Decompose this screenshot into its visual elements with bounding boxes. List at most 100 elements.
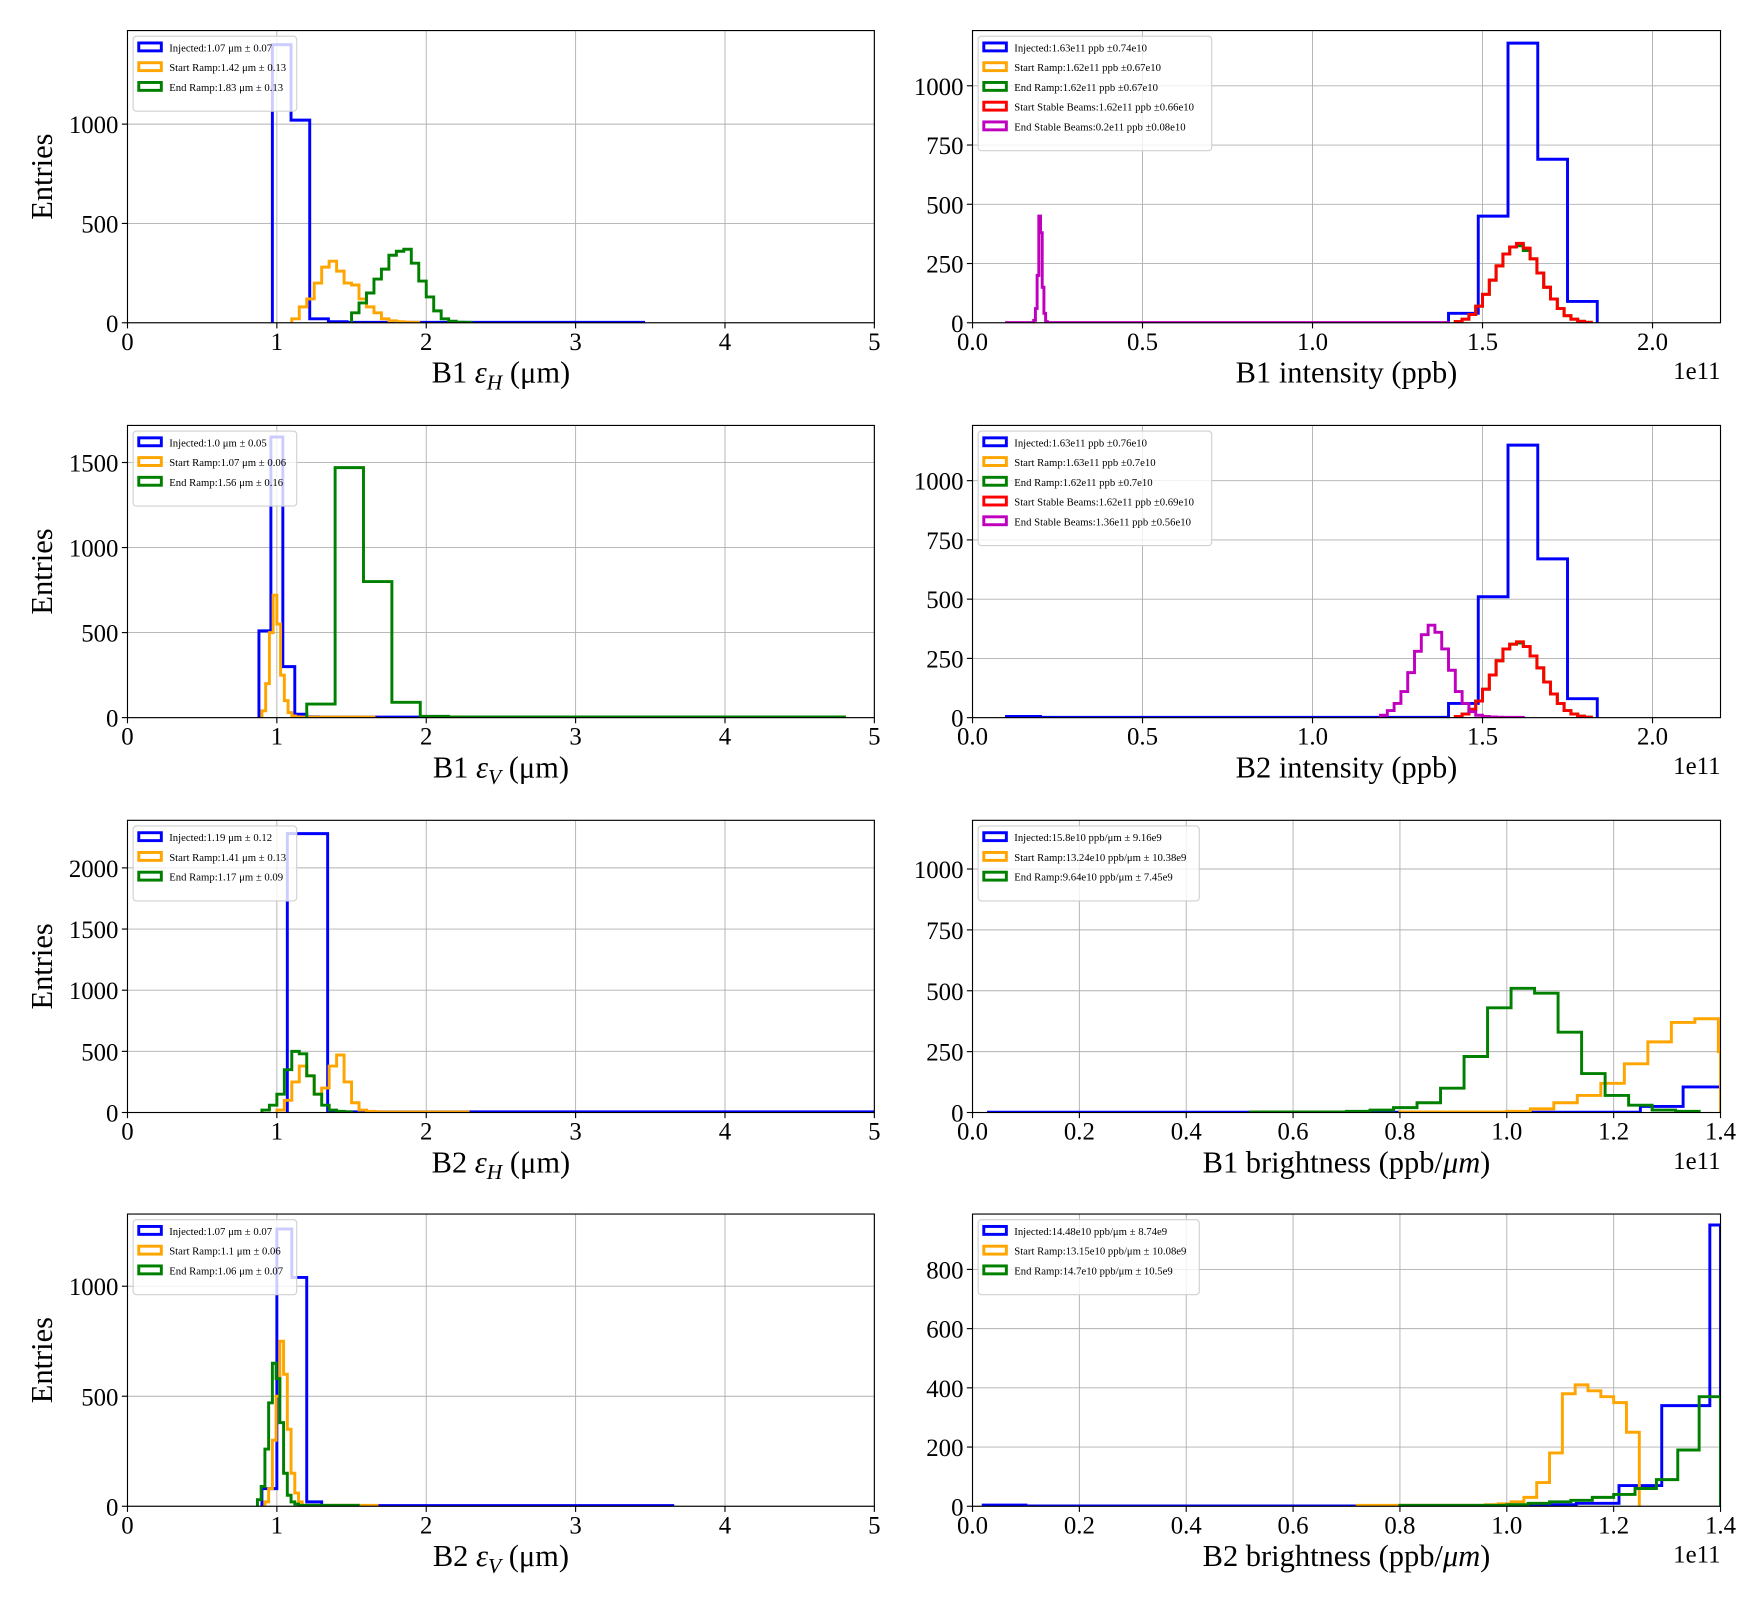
y-tick-label: 1000 [69, 536, 119, 563]
legend-label: End Ramp:9.64e10 ppb/μm ± 7.45e9 [1014, 872, 1172, 884]
y-tick-label: 0 [106, 311, 118, 338]
x-tick-label: 3 [569, 724, 581, 751]
y-tick-label: 250 [926, 646, 963, 673]
y-tick-label: 600 [926, 1317, 963, 1344]
legend-swatch [982, 1264, 1008, 1276]
legend-swatch [982, 1224, 1008, 1236]
y-axis-label: Entries [25, 528, 59, 614]
x-tick-label: 0.6 [1278, 1119, 1309, 1146]
legend-label: Injected:1.63e11 ppb ±0.74e10 [1014, 42, 1147, 54]
x-axis-label-unit: (μm) [501, 750, 569, 784]
x-axis-label-symbol: μm [1442, 1145, 1480, 1179]
y-tick-label: 800 [926, 1257, 963, 1284]
y-tick-label: 1000 [69, 1274, 119, 1301]
histogram-series-4 [1453, 241, 1593, 323]
histogram-series-1 [981, 1223, 1721, 1507]
x-tick-label: 1 [271, 1512, 283, 1539]
histogram-series-1 [987, 1085, 1721, 1113]
histogram-series-2 [275, 1053, 470, 1113]
legend: Injected:1.0 μm ± 0.05 Start Ramp:1.07 μm… [132, 430, 298, 507]
y-tick-label: 500 [81, 621, 118, 648]
histogram-series-3 [1398, 1395, 1721, 1507]
subplot-6: 0.0 0.2 0.4 0.6 0.8 1.0 1.2 1.4 0 250 500 750 1000 1e… [914, 819, 1737, 1179]
legend-label: End Ramp:1.06 μm ± 0.07 [169, 1265, 284, 1277]
x-axis-label-subscript: V [488, 765, 504, 789]
legend-swatch [982, 456, 1008, 467]
legend-label: End Ramp:1.17 μm ± 0.09 [169, 872, 283, 884]
legend-label: Injected:1.19 μm ± 0.12 [169, 832, 272, 844]
x-tick-label: 2 [420, 1512, 432, 1539]
axes-frame [971, 30, 1722, 324]
y-axis-label: Entries [25, 1317, 59, 1403]
y-tick-label: 0 [951, 706, 963, 733]
legend-swatch [982, 850, 1008, 862]
x-axis-label-symbol: ε [475, 356, 487, 390]
axes-frame [971, 1213, 1722, 1507]
x-axis-label-unit: (μm) [502, 356, 570, 390]
x-axis-label-subscript: H [486, 370, 504, 394]
x-axis-label: B2 intensity (ppb) [1236, 750, 1458, 784]
histogram-series-2 [290, 259, 421, 323]
legend-swatch [982, 41, 1008, 53]
legend-swatch [137, 831, 163, 843]
x-tick-label: 0.0 [957, 724, 988, 751]
axis-offset-text: 1e11 [1673, 1148, 1720, 1175]
axis-offset-text: 1e11 [1673, 1542, 1720, 1569]
legend-swatch [137, 1224, 163, 1236]
histogram-series-4 [1453, 640, 1593, 718]
histogram-series-5 [1005, 214, 1450, 323]
x-axis-label: B2 εH (μm) [432, 1145, 571, 1184]
legend: Injected:1.63e11 ppb ±0.76e10 Start Ramp:… [977, 430, 1213, 547]
x-tick-label: 1.0 [1491, 1512, 1522, 1539]
legend-swatch [137, 436, 163, 448]
x-tick-label: 2.0 [1637, 329, 1668, 356]
y-tick-label: 1000 [914, 74, 964, 101]
y-tick-label: 0 [106, 1494, 118, 1521]
x-tick-label: 1.0 [1297, 724, 1328, 751]
histogram-series-2 [260, 593, 376, 718]
x-tick-label: 0.0 [957, 329, 988, 356]
x-tick-label: 0 [121, 1119, 133, 1146]
histogram-series-1 [270, 43, 646, 323]
x-tick-label: 1.0 [1297, 329, 1328, 356]
y-tick-label: 500 [926, 587, 963, 614]
x-axis-label: B2 εV (μm) [433, 1539, 569, 1578]
y-tick-label: 500 [81, 211, 118, 238]
x-tick-label: 0.0 [957, 1119, 988, 1146]
legend-label: End Ramp:1.56 μm ± 0.16 [169, 477, 284, 489]
histogram-series-2 [263, 1339, 379, 1507]
x-axis-label-unit: ) [1480, 1145, 1490, 1179]
y-tick-label: 0 [951, 1101, 963, 1128]
axis-offset-text: 1e11 [1673, 753, 1720, 780]
axes-frame [971, 424, 1722, 719]
x-axis-label: B1 intensity (ppb) [1236, 356, 1458, 390]
subplot-2: 0.0 0.5 1.0 1.5 2.0 0 250 500 750 1000 1e11 B1 inte… [914, 30, 1722, 390]
x-tick-label: 5 [868, 724, 880, 751]
y-tick-label: 1000 [914, 469, 964, 496]
histogram-series-5 [1379, 623, 1525, 718]
subplot-1: 0 1 2 3 4 5 0 500 1000 B1 εH (μm) Entries Injected:… [25, 30, 881, 394]
legend-label: Injected:1.63e11 ppb ±0.76e10 [1014, 437, 1147, 449]
subplot-3: 0 1 2 3 4 5 0 500 1000 1500 B1 εV (μm) Entries Injec… [25, 424, 881, 789]
y-tick-label: 0 [951, 311, 963, 338]
x-tick-label: 0.4 [1171, 1512, 1203, 1539]
x-axis-label-text: B1 [432, 356, 475, 390]
legend-frame [977, 1219, 1200, 1296]
legend-label: Start Stable Beams:1.62e11 ppb ±0.66e10 [1014, 102, 1194, 114]
legend-swatch [982, 831, 1008, 843]
x-tick-label: 1.2 [1598, 1512, 1629, 1539]
x-tick-label: 2 [420, 329, 432, 356]
legend-swatch [982, 475, 1008, 487]
histogram-series-1 [260, 1227, 675, 1507]
legend-frame [977, 35, 1213, 152]
histogram-series-3 [350, 247, 473, 323]
y-tick-label: 500 [926, 979, 963, 1006]
legend-frame [977, 430, 1213, 547]
legend: Injected:1.63e11 ppb ±0.74e10 Start Ramp:… [977, 35, 1213, 152]
legend-swatch [137, 475, 163, 487]
legend-swatch [137, 1244, 163, 1256]
x-tick-label: 0.2 [1064, 1119, 1095, 1146]
x-tick-label: 5 [868, 1119, 880, 1146]
y-axis-label: Entries [25, 134, 59, 220]
legend-label: Injected:1.07 μm ± 0.07 [169, 1226, 273, 1238]
